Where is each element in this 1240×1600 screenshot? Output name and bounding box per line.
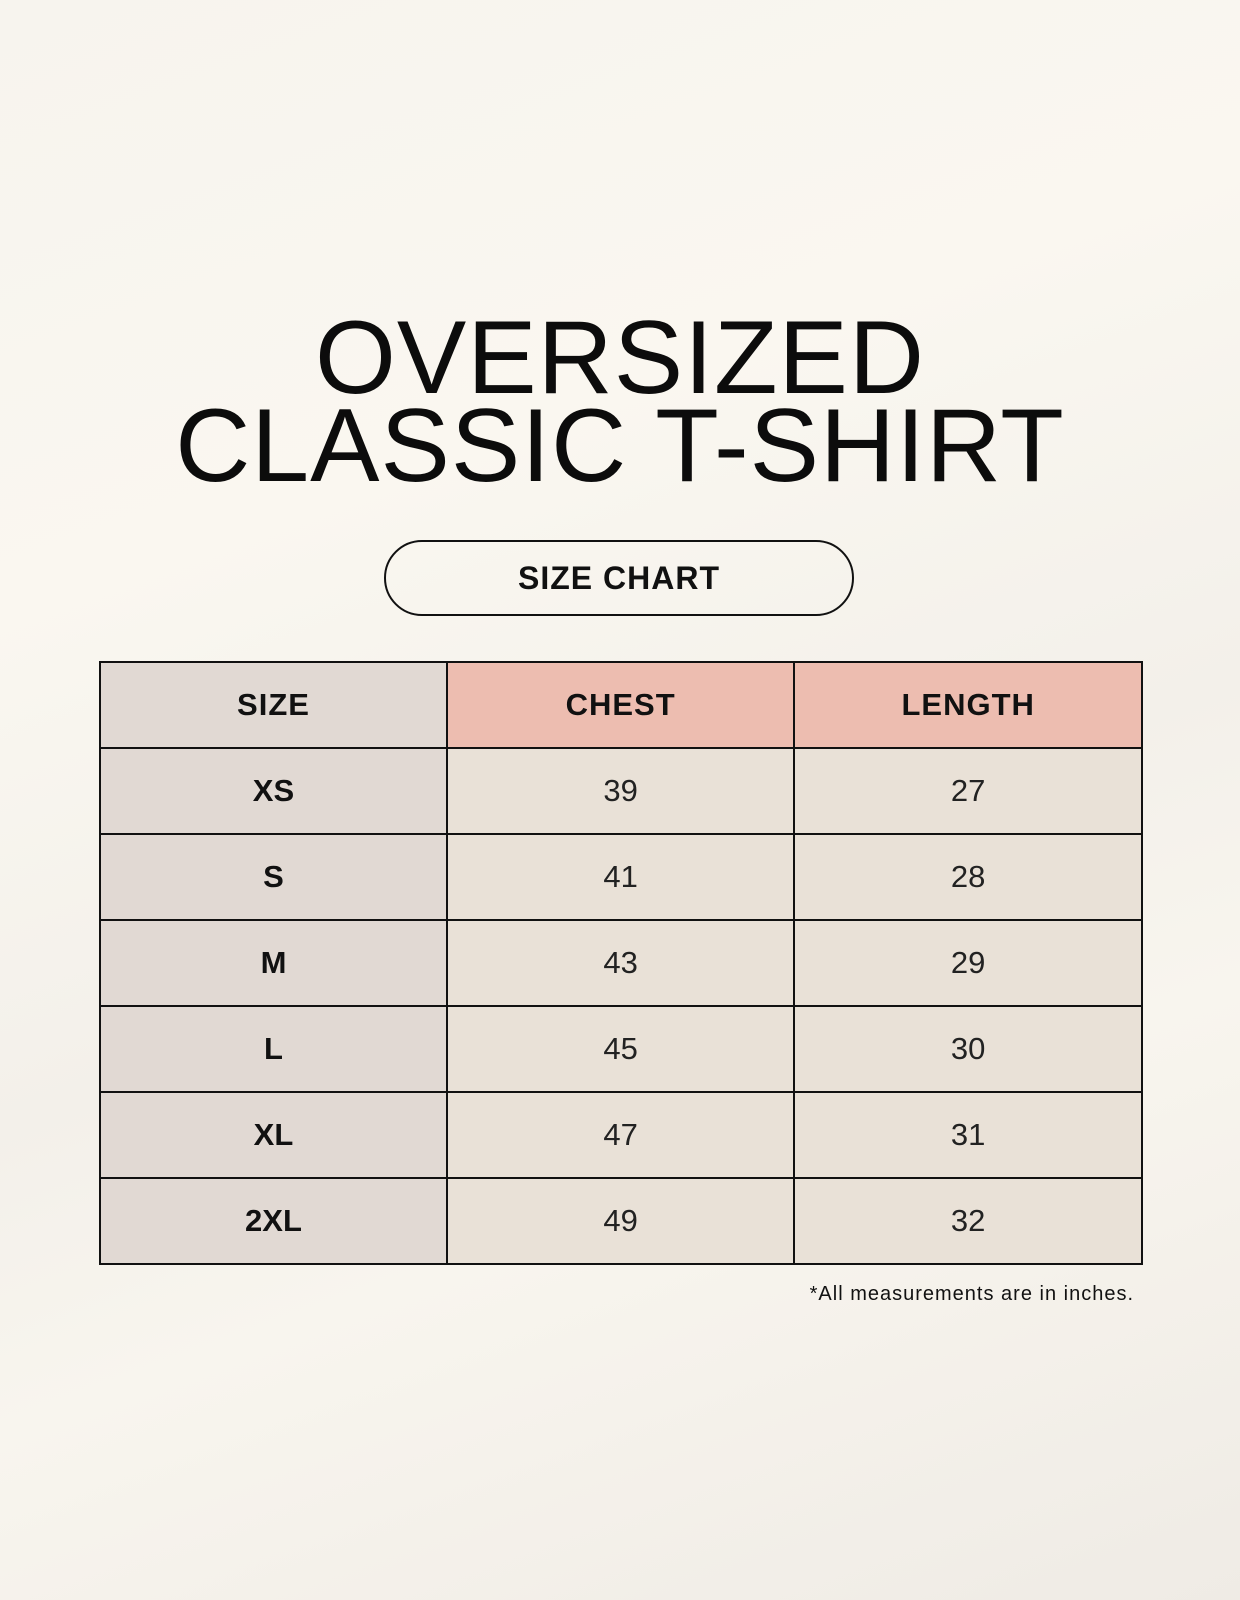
cell-chest: 41: [445, 833, 796, 921]
cell-length: 27: [793, 747, 1143, 835]
header-size: SIZE: [99, 661, 448, 749]
cell-chest: 45: [445, 1005, 796, 1093]
size-chart-badge: SIZE CHART: [384, 540, 854, 616]
cell-chest: 47: [445, 1091, 796, 1179]
header-chest: CHEST: [445, 661, 796, 749]
cell-length: 30: [793, 1005, 1143, 1093]
cell-size: 2XL: [99, 1177, 448, 1265]
cell-length: 28: [793, 833, 1143, 921]
title-line-2: CLASSIC T-SHIRT: [175, 388, 1065, 504]
table-row: M 43 29: [99, 919, 1143, 1007]
table-row: L 45 30: [99, 1005, 1143, 1093]
cell-chest: 43: [445, 919, 796, 1007]
title-line-1: OVERSIZED: [315, 300, 925, 416]
table-header-row: SIZE CHEST LENGTH: [99, 661, 1143, 749]
cell-size: S: [99, 833, 448, 921]
table-row: S 41 28: [99, 833, 1143, 921]
cell-size: L: [99, 1005, 448, 1093]
cell-chest: 39: [445, 747, 796, 835]
header-length: LENGTH: [793, 661, 1143, 749]
cell-length: 31: [793, 1091, 1143, 1179]
cell-length: 29: [793, 919, 1143, 1007]
size-table: SIZE CHEST LENGTH XS 39 27 S 41 28 M 43 29 L 45 30 X…: [99, 661, 1143, 1265]
table-row: XL 47 31: [99, 1091, 1143, 1179]
table-row: 2XL 49 32: [99, 1177, 1143, 1265]
cell-size: M: [99, 919, 448, 1007]
cell-size: XL: [99, 1091, 448, 1179]
cell-length: 32: [793, 1177, 1143, 1265]
cell-size: XS: [99, 747, 448, 835]
table-row: XS 39 27: [99, 747, 1143, 835]
cell-chest: 49: [445, 1177, 796, 1265]
footnote: *All measurements are in inches.: [809, 1283, 1134, 1305]
